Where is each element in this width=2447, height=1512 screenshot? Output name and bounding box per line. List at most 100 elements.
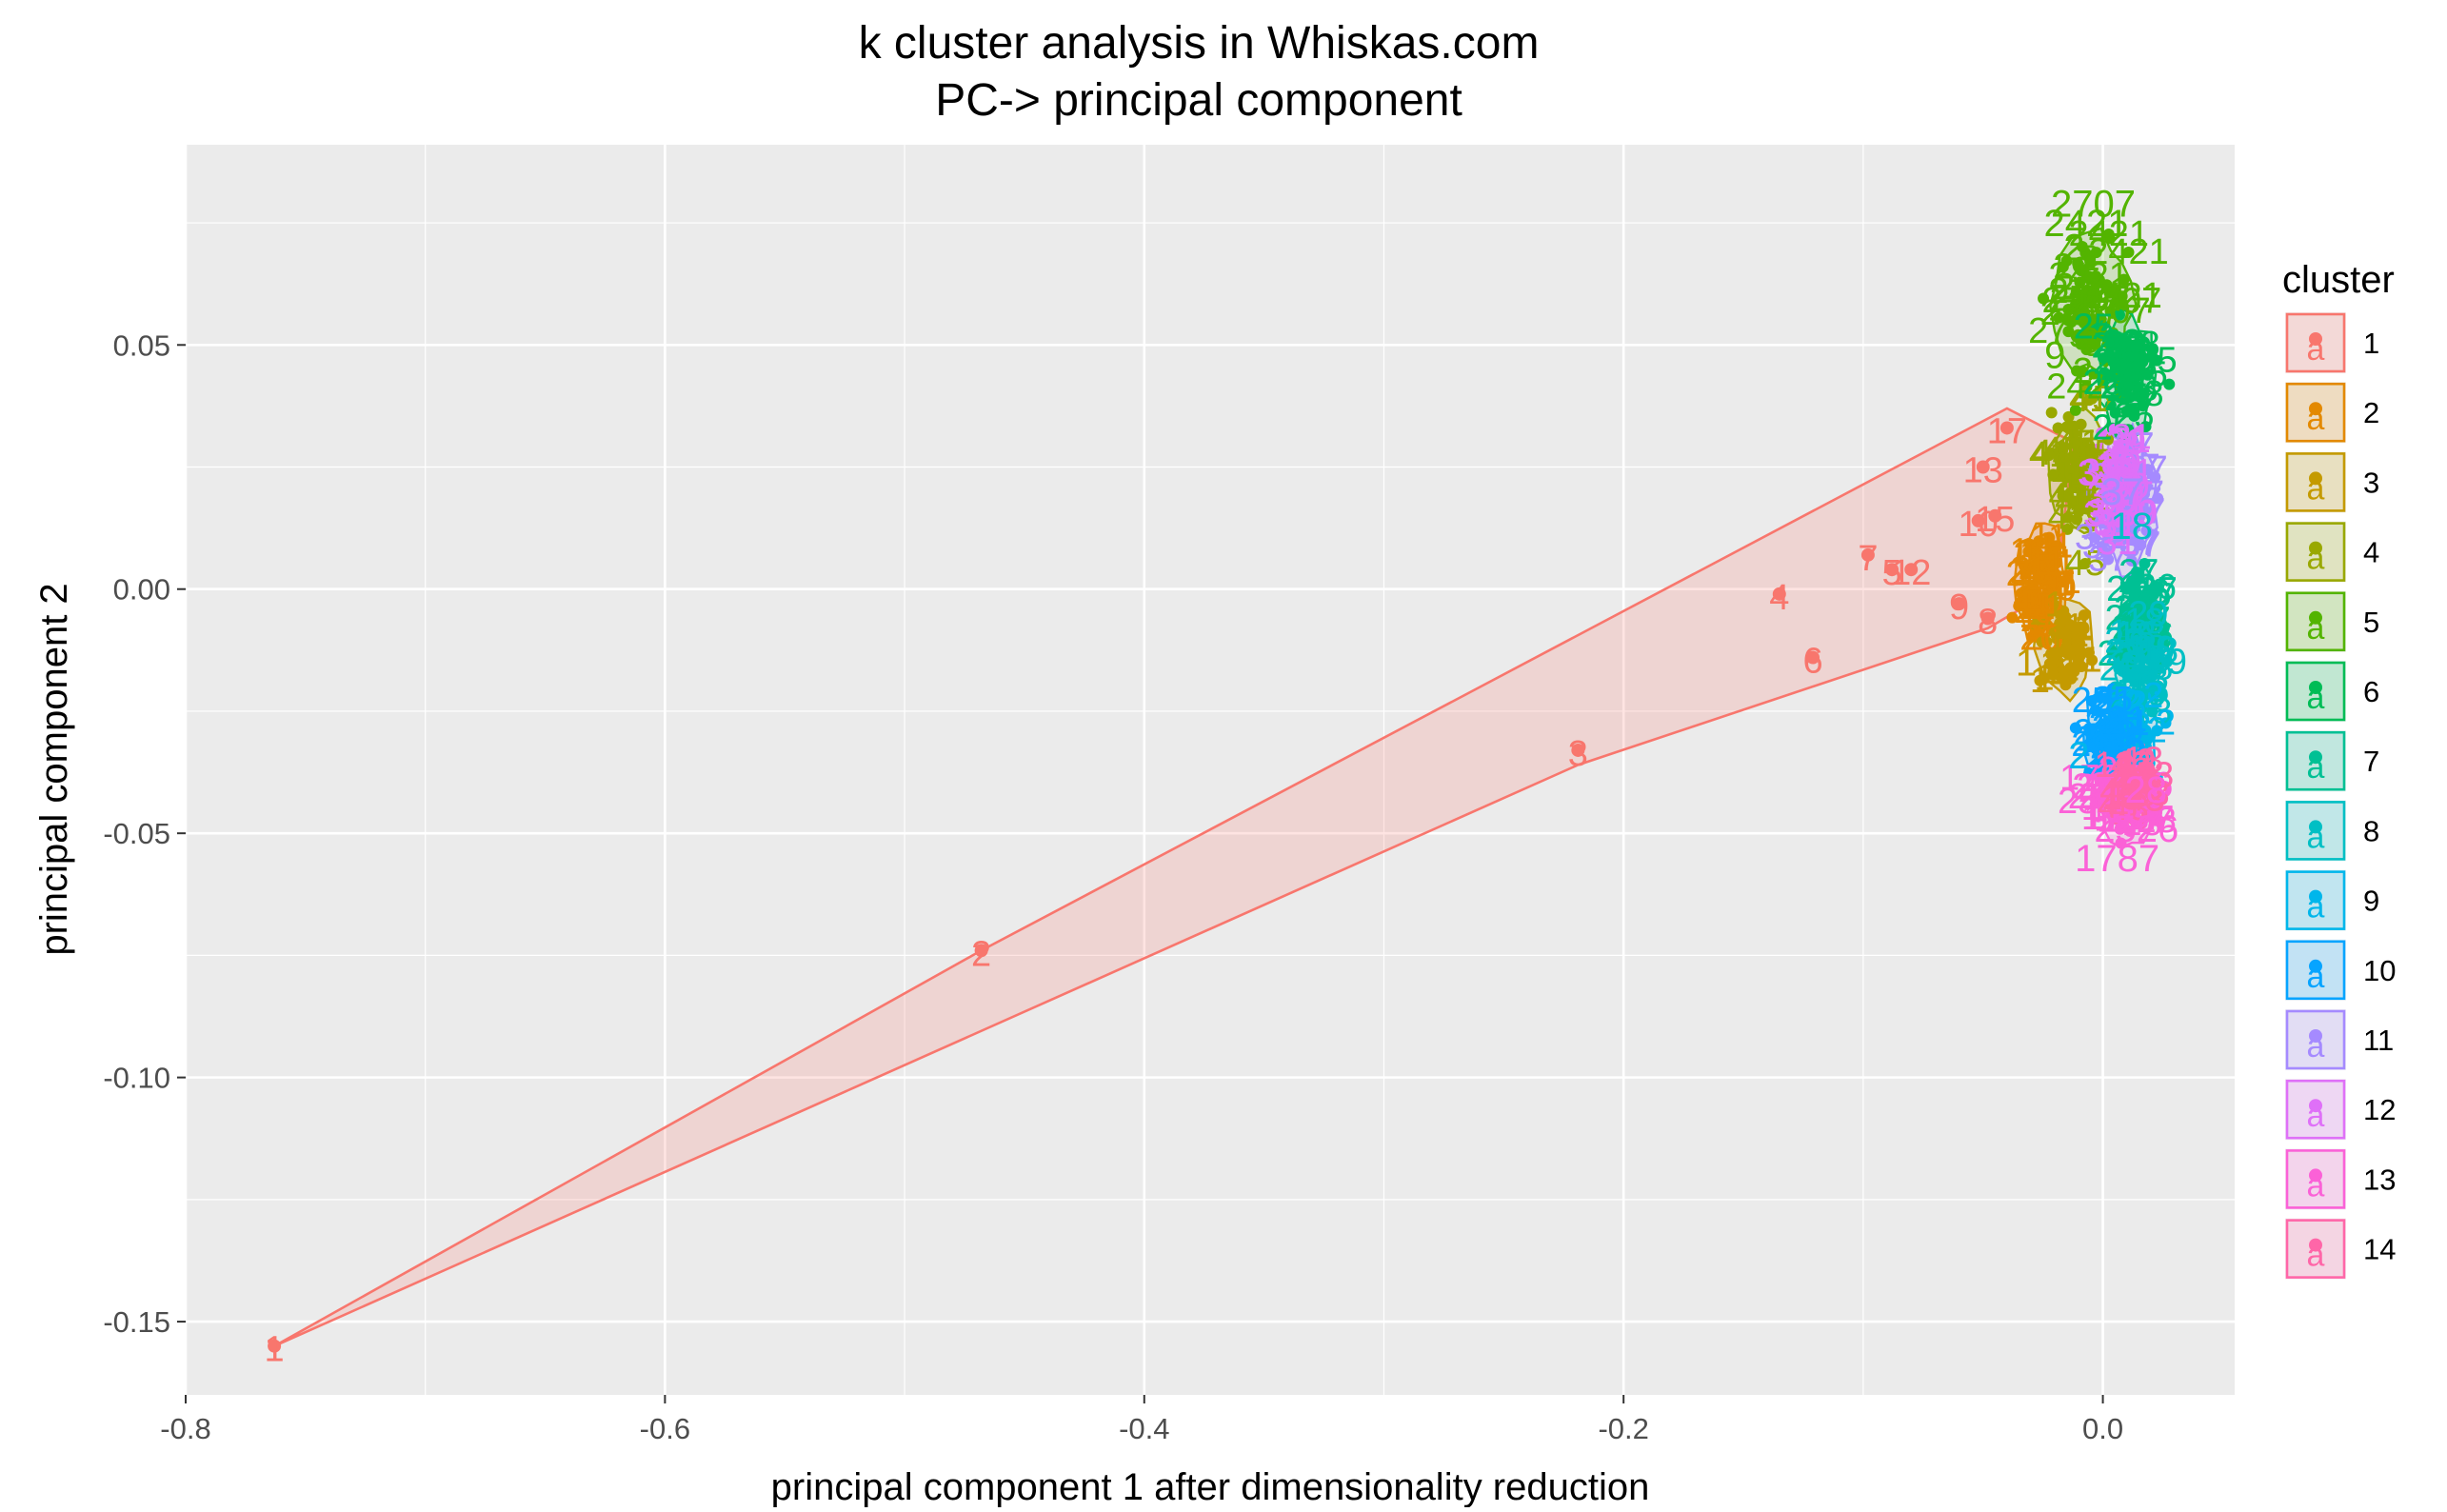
cluster-14-point <box>2117 789 2129 802</box>
y-tick-label: -0.15 <box>103 1305 170 1339</box>
cluster-13-point-label: 28 <box>2098 800 2138 840</box>
cluster-12-point <box>2114 440 2126 452</box>
cluster-2-point <box>2021 607 2034 619</box>
cluster-14-point <box>2107 771 2119 784</box>
cluster-2-point-label: 20 <box>2014 591 2054 631</box>
cluster-14-point-label: 43 <box>2098 786 2138 826</box>
cluster-13-point-label: 13 <box>2111 777 2151 817</box>
cluster-6-point-label: 25 <box>2092 408 2132 448</box>
cluster-3-point <box>2074 637 2086 649</box>
cluster-2-point <box>2019 560 2031 572</box>
cluster-5-point <box>2103 232 2116 245</box>
x-tick-label: -0.8 <box>160 1412 210 1445</box>
cluster-3-point-label: 1 <box>2074 609 2094 649</box>
legend-label: 10 <box>2363 954 2396 987</box>
cluster-8-point-label: 29 <box>2128 595 2168 635</box>
cluster-3-point <box>2044 647 2057 660</box>
chart-title: k cluster analysis in Whiskas.com <box>859 18 1540 69</box>
cluster-7-point-label: 27 <box>2132 618 2172 658</box>
cluster-7-point-label: 26 <box>2121 596 2161 636</box>
cluster-5-point-label: 2421 <box>2068 214 2149 254</box>
cluster-12-point-label: 31 <box>2105 484 2145 524</box>
cluster-2-point-label: 20 <box>2012 573 2052 613</box>
cluster-14-point <box>2124 776 2137 788</box>
cluster-14-point-label: 43 <box>2124 780 2164 820</box>
cluster-2-point-label: 20 <box>2023 582 2063 622</box>
cluster-13-point <box>2123 825 2136 837</box>
cluster-14-point <box>2134 818 2146 830</box>
cluster-4-point-label: 41 <box>2072 453 2112 493</box>
cluster-12-point <box>2126 463 2139 475</box>
cluster-14-point-label: 13 <box>2112 772 2152 812</box>
cluster-14-point <box>2108 812 2120 825</box>
cluster-14-point-label: 13 <box>2123 741 2163 781</box>
cluster-6-point-label: 28 <box>2099 366 2139 406</box>
cluster-8-point <box>2147 617 2159 629</box>
x-tick-label: -0.6 <box>640 1412 690 1445</box>
cluster-8-point <box>2152 645 2164 657</box>
cluster-7-point-label: 26 <box>2114 589 2154 629</box>
cluster-2-point-label: 20 <box>2018 553 2058 593</box>
cluster-2-point <box>2027 548 2039 561</box>
cluster-2-point <box>2024 595 2037 607</box>
cluster-10-point <box>2106 720 2119 732</box>
cluster-2-point <box>2043 531 2056 544</box>
cluster-6-point-label: 25 <box>2103 349 2143 389</box>
cluster-12-point <box>2114 467 2126 479</box>
cluster-11-point-label: 37 <box>2112 474 2152 514</box>
cluster-9-point-label: 2 <box>2122 716 2142 756</box>
cluster-10-point-label: 25 <box>2092 715 2132 755</box>
cluster-7-point-label: 26 <box>2130 615 2170 655</box>
cluster-6-point <box>2113 368 2125 380</box>
legend-item-10: a 10 <box>2285 939 2396 1001</box>
grid-lines <box>184 145 2235 1395</box>
legend-label: 1 <box>2363 327 2379 360</box>
cluster-1-point <box>1772 587 1786 601</box>
cluster-6-point <box>2097 319 2109 331</box>
legend-key-glyph: a <box>2307 1167 2325 1204</box>
cluster-3-point-label: 1 <box>2058 620 2078 660</box>
cluster-1-point <box>1952 597 1966 611</box>
x-tick-label: -0.4 <box>1119 1412 1169 1445</box>
cluster-3-point-label: 1 <box>2043 652 2063 692</box>
cluster-3-point-label: 1 <box>2059 617 2079 657</box>
annotation-label: 2526 <box>2094 808 2178 850</box>
cluster-4-point-label: 45 <box>2042 430 2082 470</box>
cluster-6-point <box>2127 368 2139 380</box>
cluster-10-point-label: 21 <box>2071 725 2111 765</box>
cluster-5-point-label: 9 <box>2080 321 2100 361</box>
cluster-13-point-label: 28 <box>2113 766 2153 806</box>
cluster-3-point <box>2068 621 2080 633</box>
cluster-9-point-label: 2 <box>2136 726 2156 766</box>
cluster-9-point-label: 2 <box>2111 700 2131 740</box>
legend-label: 5 <box>2363 606 2379 639</box>
cluster-6-point-label: 28 <box>2123 374 2163 414</box>
legend-label: 3 <box>2363 466 2379 499</box>
cluster-1-point-label: 17 <box>1987 411 2027 451</box>
cluster-8-point-label: 18 <box>2128 659 2168 699</box>
legend-items: a 1a 2a 3a 4a 5a 6a 7a 8a 9a 10a 11a 12a 13a 14 <box>2285 312 2396 1280</box>
cluster-6-point <box>2123 380 2136 392</box>
cluster-6-point <box>2141 368 2154 381</box>
cluster-3-point-label: 1 <box>2064 607 2084 647</box>
legend-label: 8 <box>2363 814 2379 847</box>
cluster-9-point <box>2159 717 2172 729</box>
cluster-13-point-label: 13 <box>2121 804 2161 844</box>
cluster-14-point <box>2143 765 2156 777</box>
cluster-11-point-label: 37 <box>2075 518 2115 558</box>
cluster-14-point-label: 43 <box>2118 758 2158 798</box>
cluster-2-point-label: 11 <box>2019 534 2057 574</box>
cluster-14-point-label: 13 <box>2102 778 2142 818</box>
cluster-3-point-label: 1 <box>2030 661 2050 701</box>
cluster-4-point <box>2063 423 2076 435</box>
cluster-5-point-label: 2707 <box>2042 281 2123 321</box>
cluster-12-point-label: 39 <box>2080 452 2120 492</box>
cluster-4-point-label: 45 <box>2074 433 2114 473</box>
cluster-4-point <box>2074 445 2086 457</box>
cluster-5-point-label: 9 <box>2082 324 2102 364</box>
cluster-1-point-label: 12 <box>1891 553 1931 593</box>
cluster-9-point <box>2117 685 2129 697</box>
